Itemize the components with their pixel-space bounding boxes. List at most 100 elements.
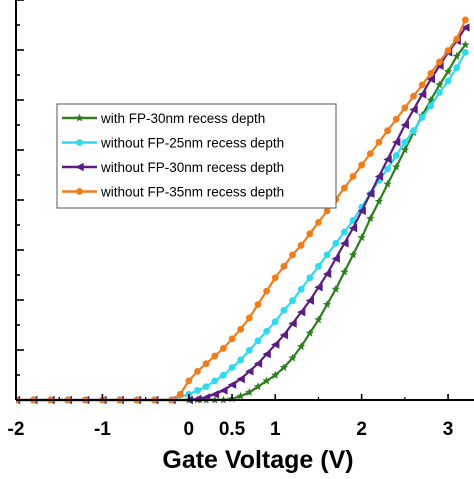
series-3-point	[227, 380, 237, 389]
series-4-point	[315, 218, 322, 226]
series-2-point	[436, 89, 443, 96]
x-tick-label: 3	[443, 419, 454, 440]
x-axis-title: Gate Voltage (V)	[162, 446, 353, 474]
series-4-point	[323, 207, 331, 215]
legend-label: without FP-25nm recess depth	[100, 136, 284, 151]
series-3-point	[348, 223, 358, 233]
series-1-point	[435, 80, 444, 89]
series-2-point	[254, 337, 262, 345]
series-4	[16, 16, 469, 404]
series-2-point	[263, 327, 271, 335]
series-2-point	[194, 387, 201, 394]
legend-label: with FP-30nm recess depth	[100, 111, 265, 126]
x-tick-label: 1	[270, 419, 281, 440]
series-2-point	[323, 251, 331, 259]
series-1-point	[366, 214, 375, 223]
series-4-point	[194, 367, 201, 375]
series-4-point	[280, 262, 288, 270]
series-3-point	[374, 172, 384, 181]
series-2-point	[453, 64, 461, 72]
series-4-point	[444, 47, 452, 54]
series-1-point	[253, 382, 263, 391]
series-4-point	[306, 230, 314, 238]
legend-swatch-marker	[76, 188, 83, 195]
series-3-point	[314, 283, 323, 292]
series-3-point	[366, 189, 375, 198]
series-layer	[16, 16, 470, 405]
series-1-point	[288, 353, 297, 362]
series-2-point	[211, 377, 219, 385]
series-1-point	[236, 391, 245, 400]
x-tick-label: 2	[356, 419, 367, 440]
series-4-point	[271, 274, 279, 282]
legend-item-4: without FP-35nm recess depth	[62, 185, 284, 200]
series-1-point	[305, 328, 314, 337]
series-2-point	[332, 239, 340, 247]
series-2-point	[306, 274, 314, 282]
series-2-point	[297, 285, 305, 293]
series-1-point	[271, 370, 280, 379]
series-2-point	[410, 127, 417, 135]
series-1-point	[461, 40, 470, 49]
series-1-point	[279, 363, 289, 372]
series-4-point	[245, 314, 253, 322]
series-2-point	[315, 262, 322, 270]
legend-box	[56, 103, 337, 209]
series-4-point	[176, 390, 184, 398]
legend-item-2: without FP-25nm recess depth	[62, 136, 284, 151]
series-1-point	[357, 233, 366, 242]
series-4-point	[358, 161, 366, 169]
x-tick-label: 0.5	[219, 419, 246, 440]
series-3-point	[236, 374, 245, 384]
series-2-point	[237, 356, 245, 364]
series-4-point	[211, 352, 219, 360]
series-4-point	[185, 377, 193, 385]
series-3-point	[245, 367, 254, 376]
series-2-point	[271, 318, 279, 326]
series-2-point	[280, 306, 288, 314]
series-4-point	[392, 115, 400, 123]
series-4-point	[237, 325, 245, 333]
series-1-point	[340, 267, 349, 276]
series-4-point	[297, 241, 305, 249]
series-4-point	[254, 301, 262, 308]
x-tick-label: -1	[94, 419, 111, 440]
series-3-point	[340, 239, 349, 248]
series-1-point	[443, 67, 453, 76]
legend-swatch-marker	[75, 113, 84, 122]
series-3-point	[288, 319, 297, 328]
series-3-point	[279, 330, 289, 340]
series-4-point	[349, 173, 357, 180]
series-2-point	[401, 138, 409, 146]
series-2-point	[349, 217, 357, 224]
series-2-point	[202, 383, 210, 391]
series-1-point	[245, 387, 254, 396]
series-4-point	[436, 58, 443, 66]
series-3-point	[409, 105, 418, 114]
series-1-point	[374, 196, 384, 205]
series-2-point	[427, 102, 435, 110]
series-4-point	[453, 35, 461, 43]
series-2-point	[384, 165, 391, 173]
series-4-point	[384, 127, 391, 135]
series-2-point	[418, 113, 426, 121]
series-4-point	[340, 184, 348, 192]
series-3-point	[392, 137, 401, 147]
series-3-point	[461, 23, 470, 32]
series-4-point	[375, 138, 383, 146]
series-2-point	[392, 152, 400, 159]
axes-layer: -2 -1 0 0.5 1 2 3	[8, 0, 474, 440]
x-tick-label: 0	[184, 419, 195, 440]
legend-item-1: with FP-30nm recess depth	[62, 111, 265, 126]
series-1-point	[383, 179, 392, 188]
legend-swatch-marker	[75, 162, 84, 172]
series-2-point	[219, 371, 227, 379]
series-1-point	[296, 342, 306, 351]
series-1-point	[400, 145, 410, 154]
series-4-point	[427, 69, 435, 77]
series-4-point	[228, 335, 236, 343]
series-4-point	[461, 16, 469, 24]
series-4-point	[410, 92, 417, 100]
series-2-point	[340, 228, 348, 236]
